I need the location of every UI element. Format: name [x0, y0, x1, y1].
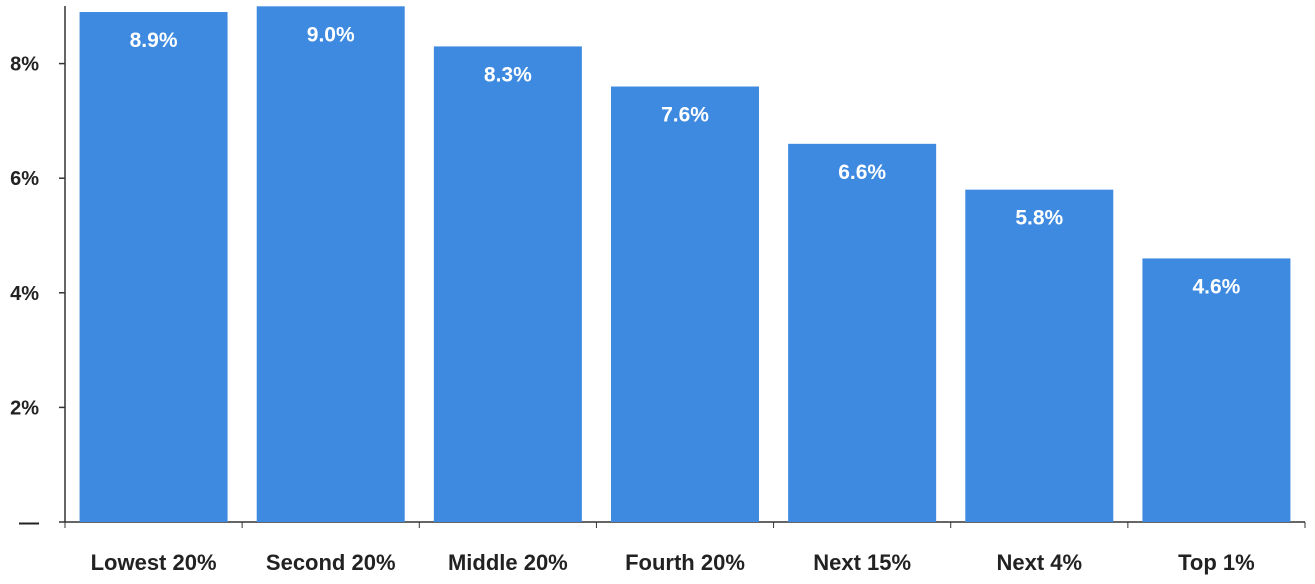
y-tick-label: 4% [10, 283, 39, 305]
bar [1142, 258, 1291, 522]
y-tick-label: 8% [10, 54, 39, 76]
category-label: Middle 20% [448, 550, 568, 575]
category-label: Lowest 20% [91, 550, 217, 575]
bar-value-label: 8.9% [130, 29, 178, 52]
category-label: Top 1% [1178, 550, 1255, 575]
bar [965, 189, 1114, 522]
category-label: Next 4% [996, 550, 1082, 575]
bar [256, 6, 405, 523]
y-tick-label: 2% [10, 397, 39, 419]
y-tick-label: — [19, 512, 39, 534]
bar-value-label: 9.0% [307, 23, 355, 46]
labels: 8.9% Lowest 20% 9.0% Second 20% 8.3% Middle 2… [91, 23, 1255, 575]
bar-value-label: 6.6% [838, 161, 886, 184]
bar [788, 143, 937, 522]
bars [79, 6, 1291, 523]
category-label: Second 20% [266, 550, 396, 575]
bar [433, 46, 582, 522]
bar-value-label: 8.3% [484, 63, 532, 86]
bar-value-label: 5.8% [1015, 207, 1063, 230]
bar-value-label: 7.6% [661, 104, 709, 127]
category-label: Fourth 20% [625, 550, 745, 575]
bar-value-label: 4.6% [1192, 275, 1240, 298]
y-tick-label: 6% [10, 168, 39, 190]
bar [611, 86, 759, 523]
category-label: Next 15% [813, 550, 911, 575]
bar [79, 12, 228, 523]
